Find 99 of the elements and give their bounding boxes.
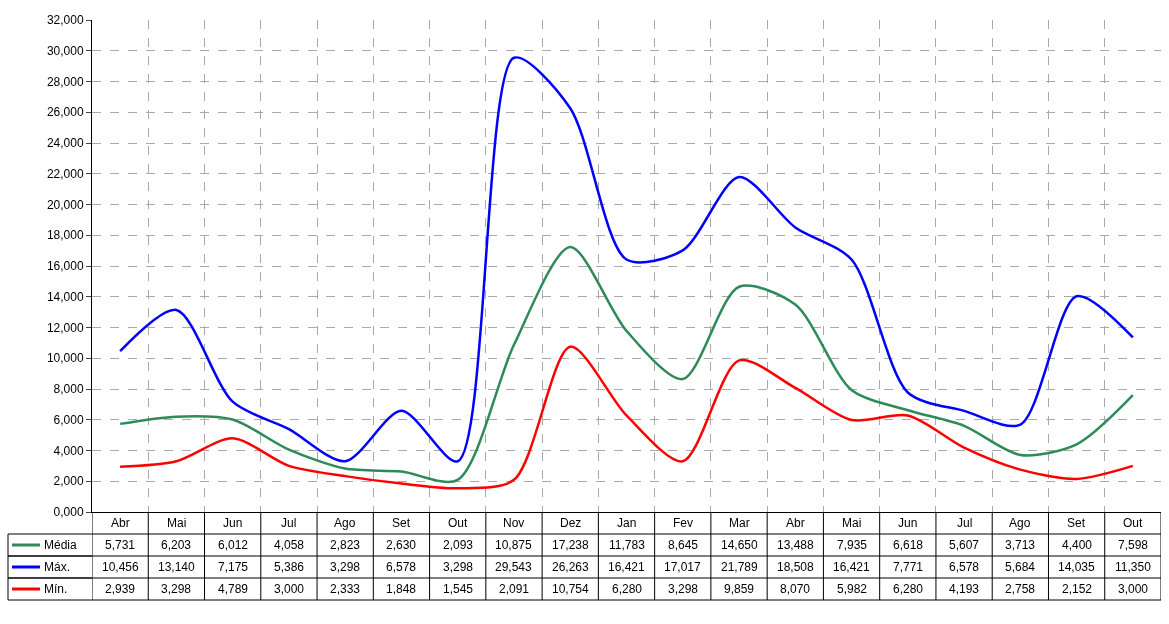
data-label: 16,421 bbox=[608, 560, 646, 574]
data-label: 13,140 bbox=[158, 560, 196, 574]
data-label: 2,333 bbox=[330, 582, 361, 596]
data-label: 9,859 bbox=[724, 582, 755, 596]
x-tick-label: Ago bbox=[334, 516, 356, 530]
data-label: 8,070 bbox=[780, 582, 811, 596]
data-label: 3,713 bbox=[1005, 538, 1036, 552]
data-label: 6,203 bbox=[161, 538, 192, 552]
data-label: 2,823 bbox=[330, 538, 361, 552]
data-label: 6,578 bbox=[386, 560, 417, 574]
data-label: 2,152 bbox=[1062, 582, 1093, 596]
data-label: 10,456 bbox=[102, 560, 140, 574]
y-tick-label: 20,000 bbox=[46, 197, 84, 212]
data-label: 7,771 bbox=[893, 560, 924, 574]
data-label: 14,650 bbox=[721, 538, 759, 552]
data-label: 13,488 bbox=[777, 538, 815, 552]
x-tick-label: Set bbox=[1067, 516, 1086, 530]
data-label: 3,298 bbox=[443, 560, 474, 574]
x-tick-label: Mai bbox=[842, 516, 862, 530]
x-tick-label: Abr bbox=[786, 516, 805, 530]
y-tick-label: 6,000 bbox=[53, 412, 84, 427]
data-label: 5,982 bbox=[837, 582, 868, 596]
data-label: 10,754 bbox=[552, 582, 590, 596]
data-label: 7,598 bbox=[1118, 538, 1149, 552]
data-label: 26,263 bbox=[552, 560, 590, 574]
data-label: 3,000 bbox=[1118, 582, 1149, 596]
data-label: 2,091 bbox=[499, 582, 530, 596]
x-tick-label: Mar bbox=[729, 516, 750, 530]
y-tick-label: 0,000 bbox=[53, 505, 84, 520]
y-tick-label: 22,000 bbox=[46, 166, 84, 181]
line-series bbox=[118, 56, 1135, 463]
data-label: 2,939 bbox=[105, 582, 136, 596]
line-series bbox=[118, 245, 1135, 483]
data-label: 4,789 bbox=[218, 582, 249, 596]
data-label: 14,035 bbox=[1058, 560, 1096, 574]
data-label: 5,607 bbox=[949, 538, 980, 552]
legend-label: Máx. bbox=[44, 560, 71, 574]
data-label: 4,058 bbox=[274, 538, 305, 552]
data-label: 2,758 bbox=[1005, 582, 1036, 596]
data-label: 8,645 bbox=[668, 538, 699, 552]
line-series bbox=[118, 345, 1135, 490]
legend-label: Média bbox=[44, 538, 78, 552]
data-label: 17,017 bbox=[664, 560, 702, 574]
data-label: 6,280 bbox=[612, 582, 643, 596]
data-label: 4,193 bbox=[949, 582, 980, 596]
x-tick-label: Fev bbox=[673, 516, 694, 530]
data-label: 6,280 bbox=[893, 582, 924, 596]
x-tick-label: Dez bbox=[560, 516, 582, 530]
data-label: 5,386 bbox=[274, 560, 305, 574]
data-label: 21,789 bbox=[721, 560, 759, 574]
data-label: 3,298 bbox=[161, 582, 192, 596]
data-label: 7,175 bbox=[218, 560, 249, 574]
y-tick-label: 8,000 bbox=[53, 382, 84, 397]
y-tick-label: 30,000 bbox=[46, 43, 84, 58]
x-tick-label: Jul bbox=[281, 516, 297, 530]
x-tick-label: Mai bbox=[167, 516, 187, 530]
y-tick-label: 24,000 bbox=[46, 136, 84, 151]
data-label: 17,238 bbox=[552, 538, 590, 552]
y-tick-label: 10,000 bbox=[46, 351, 84, 366]
y-tick-label: 12,000 bbox=[46, 320, 84, 335]
data-label: 1,545 bbox=[443, 582, 474, 596]
data-label: 6,578 bbox=[949, 560, 980, 574]
data-label: 4,400 bbox=[1062, 538, 1093, 552]
data-label: 7,935 bbox=[837, 538, 868, 552]
y-tick-label: 4,000 bbox=[53, 443, 84, 458]
data-label: 3,298 bbox=[330, 560, 361, 574]
data-label: 16,421 bbox=[833, 560, 871, 574]
data-label: 11,783 bbox=[609, 538, 646, 552]
x-tick-label: Jul bbox=[957, 516, 973, 530]
x-tick-label: Out bbox=[1123, 516, 1144, 530]
x-tick-label: Set bbox=[392, 516, 411, 530]
data-label: 2,630 bbox=[386, 538, 417, 552]
data-label: 3,000 bbox=[274, 582, 305, 596]
x-tick-label: Jun bbox=[223, 516, 243, 530]
data-label: 18,508 bbox=[777, 560, 815, 574]
data-label: 6,618 bbox=[893, 538, 924, 552]
data-label: 2,093 bbox=[443, 538, 474, 552]
data-label: 10,875 bbox=[495, 538, 533, 552]
y-tick-label: 2,000 bbox=[53, 474, 84, 489]
y-tick-label: 14,000 bbox=[46, 289, 84, 304]
data-label: 11,350 bbox=[1115, 560, 1152, 574]
x-tick-label: Abr bbox=[111, 516, 130, 530]
y-tick-label: 28,000 bbox=[46, 74, 84, 89]
x-tick-label: Nov bbox=[503, 516, 525, 530]
x-tick-label: Jun bbox=[898, 516, 918, 530]
x-tick-label: Ago bbox=[1009, 516, 1031, 530]
y-tick-label: 26,000 bbox=[46, 105, 84, 120]
data-label: 29,543 bbox=[495, 560, 533, 574]
data-label: 5,684 bbox=[1005, 560, 1036, 574]
data-label: 5,731 bbox=[105, 538, 136, 552]
data-label: 1,848 bbox=[386, 582, 417, 596]
y-tick-label: 18,000 bbox=[46, 228, 84, 243]
x-tick-label: Jan bbox=[617, 516, 637, 530]
y-tick-label: 32,000 bbox=[46, 13, 84, 28]
legend-label: Mín. bbox=[44, 582, 68, 596]
x-tick-label: Out bbox=[448, 516, 469, 530]
y-tick-label: 16,000 bbox=[46, 259, 84, 274]
data-label: 6,012 bbox=[218, 538, 249, 552]
data-label: 3,298 bbox=[668, 582, 699, 596]
